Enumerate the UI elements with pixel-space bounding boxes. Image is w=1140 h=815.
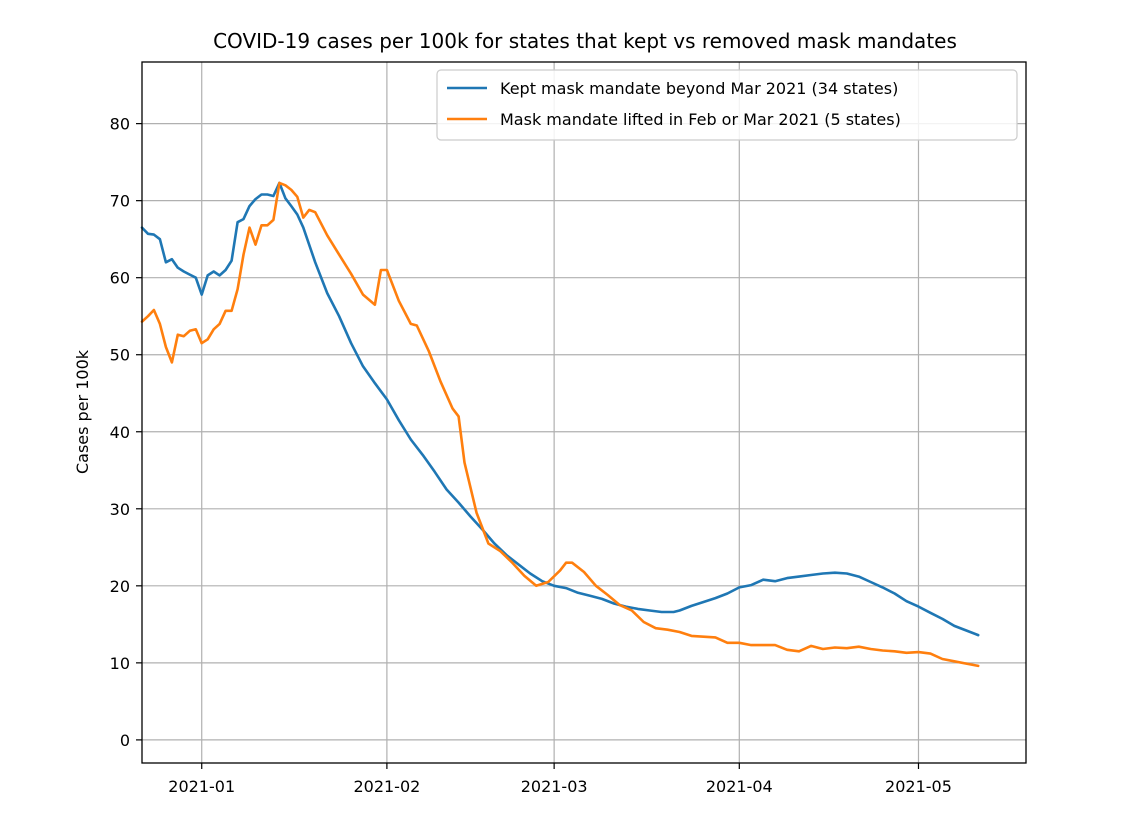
y-tick-label: 40	[110, 423, 130, 442]
x-tick-label: 2021-04	[706, 777, 773, 796]
legend: Kept mask mandate beyond Mar 2021 (34 st…	[436, 69, 1018, 141]
legend-label-lifted: Mask mandate lifted in Feb or Mar 2021 (…	[500, 110, 901, 129]
plot-area-frame	[141, 61, 1027, 764]
y-tick-label: 60	[110, 269, 130, 288]
y-tick-label: 30	[110, 500, 130, 519]
series-lines	[140, 181, 980, 668]
y-tick-label: 0	[120, 731, 130, 750]
y-tick-label: 50	[110, 346, 130, 365]
y-tick-label: 10	[110, 654, 130, 673]
x-tick-label: 2021-01	[168, 777, 235, 796]
x-tick-label: 2021-03	[521, 777, 588, 796]
y-tick-label: 70	[110, 192, 130, 211]
grid	[142, 62, 1026, 763]
x-tick-label: 2021-05	[885, 777, 952, 796]
legend-box	[436, 69, 1018, 141]
legend-label-kept: Kept mask mandate beyond Mar 2021 (34 st…	[500, 79, 898, 98]
y-tick-label: 20	[110, 577, 130, 596]
x-tick-label: 2021-02	[353, 777, 420, 796]
y-axis-label: Cases per 100k	[73, 349, 92, 474]
y-tick-label: 80	[110, 115, 130, 134]
axis-ticks: 0 10 20 30 40 50 60 70 80 2021-01 2021-02 2021-03 20…	[110, 115, 952, 796]
chart-title: COVID-19 cases per 100k for states that …	[213, 29, 957, 53]
series-line-lifted-mandate	[140, 181, 980, 668]
series-line-kept-mandate	[140, 181, 980, 637]
